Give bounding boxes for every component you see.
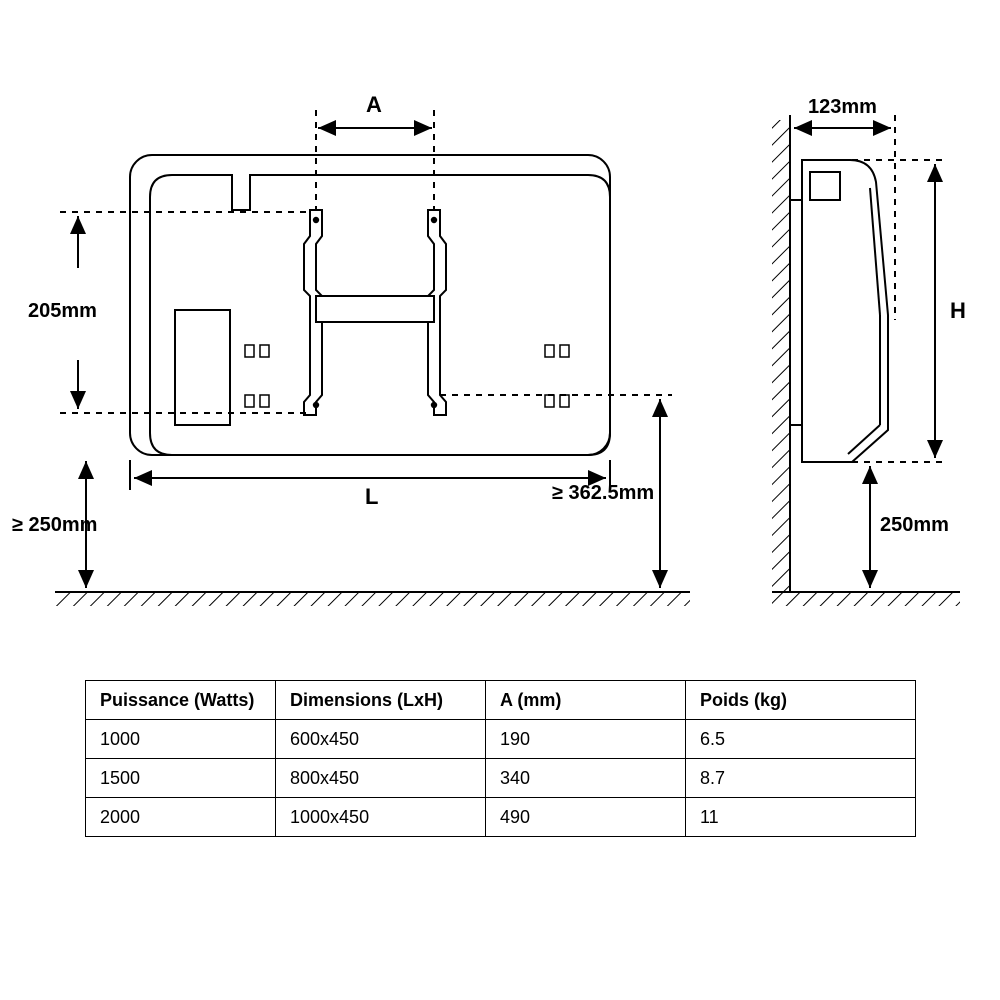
cell: 2000 (86, 798, 276, 837)
col-dims: Dimensions (LxH) (276, 681, 486, 720)
col-A: A (mm) (486, 681, 686, 720)
table-row: 2000 1000x450 490 11 (86, 798, 916, 837)
dim-A (316, 110, 434, 210)
cell: 8.7 (686, 759, 916, 798)
label-floor-right: ≥ 362.5mm (552, 482, 654, 505)
floor-front (55, 592, 690, 606)
label-depth: 123mm (808, 96, 877, 119)
cell: 600x450 (276, 720, 486, 759)
label-A: A (366, 92, 382, 118)
label-H: H (950, 298, 966, 324)
table-header-row: Puissance (Watts) Dimensions (LxH) A (mm… (86, 681, 916, 720)
vent-squares (245, 345, 569, 407)
cell: 6.5 (686, 720, 916, 759)
page-root: A L H 205mm ≥ 250mm ≥ 362.5mm 123mm 250m… (0, 0, 1000, 1000)
front-view (130, 155, 610, 455)
label-floor-left: ≥ 250mm (12, 514, 97, 537)
spec-table: Puissance (Watts) Dimensions (LxH) A (mm… (85, 680, 916, 837)
cell: 340 (486, 759, 686, 798)
label-side-floor: 250mm (880, 514, 949, 537)
cell: 190 (486, 720, 686, 759)
table-row: 1000 600x450 190 6.5 (86, 720, 916, 759)
cell: 1500 (86, 759, 276, 798)
mounting-bracket (304, 210, 446, 415)
label-L: L (365, 484, 378, 510)
cell: 1000 (86, 720, 276, 759)
col-power: Puissance (Watts) (86, 681, 276, 720)
label-205mm: 205mm (28, 300, 97, 323)
cell: 800x450 (276, 759, 486, 798)
cell: 490 (486, 798, 686, 837)
cell: 1000x450 (276, 798, 486, 837)
table-row: 1500 800x450 340 8.7 (86, 759, 916, 798)
dim-205 (60, 212, 310, 413)
cell: 11 (686, 798, 916, 837)
col-weight: Poids (kg) (686, 681, 916, 720)
